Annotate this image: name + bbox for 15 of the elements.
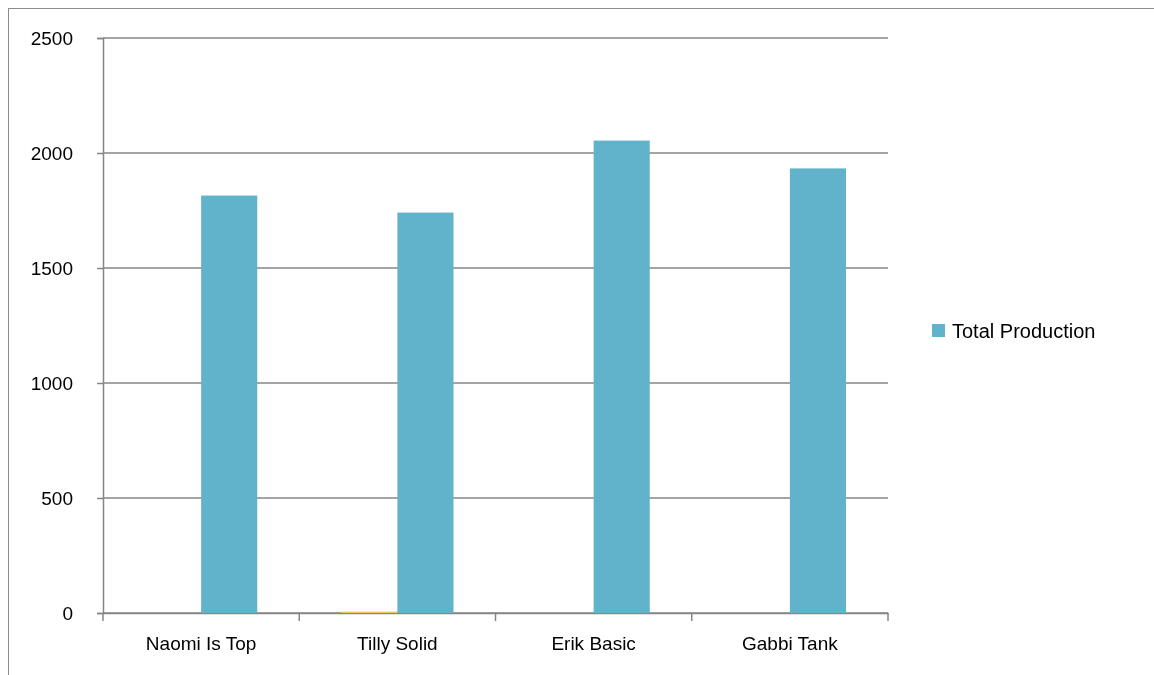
bar [593,140,650,613]
legend-label: Total Production [952,320,1096,342]
bar [789,168,846,613]
y-tick-label: 2500 [30,27,73,49]
x-tick-label: Tilly Solid [357,633,438,655]
y-tick-label: 1500 [30,257,73,279]
bar [397,212,454,613]
x-tick-label: Naomi Is Top [145,633,257,655]
x-tick-label: Erik Basic [551,633,636,655]
y-tick-label: 1000 [30,372,73,394]
y-tick-label: 0 [62,602,73,624]
y-tick-label: 2000 [30,142,73,164]
x-tick-label: Gabbi Tank [741,633,839,655]
y-tick-label: 500 [41,487,73,509]
bar [201,195,258,613]
